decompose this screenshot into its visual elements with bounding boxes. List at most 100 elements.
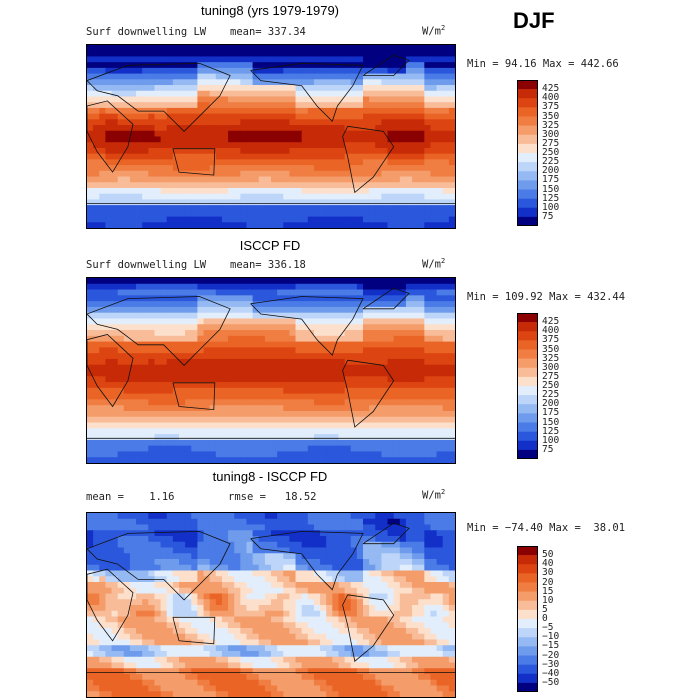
map-cell — [166, 559, 174, 566]
map-cell — [369, 393, 376, 400]
map-cell — [240, 530, 247, 537]
map-cell — [448, 513, 455, 520]
map-cell — [405, 205, 413, 212]
map-cell — [399, 199, 407, 206]
map-cell — [99, 125, 106, 132]
map-cell — [185, 165, 192, 172]
map-cell — [221, 410, 229, 418]
map-cell — [172, 536, 180, 543]
map-cell — [264, 96, 272, 103]
map-cell — [350, 222, 358, 228]
map-cell — [111, 358, 119, 366]
map-cell — [185, 130, 192, 137]
map-cell — [111, 335, 119, 342]
map-cell — [228, 176, 235, 183]
map-cell — [129, 278, 137, 285]
map-cell — [258, 593, 266, 600]
map-cell — [240, 165, 247, 172]
map-cell — [203, 582, 211, 589]
map-cell — [326, 45, 333, 52]
map-cell — [313, 422, 321, 429]
map-cell — [246, 165, 253, 172]
map-cell — [197, 428, 204, 435]
map-cell — [228, 119, 235, 126]
map-cell — [369, 73, 376, 80]
map-cell — [252, 564, 260, 571]
map-cell — [123, 324, 131, 331]
map-cell — [326, 524, 333, 531]
map-cell — [203, 513, 211, 520]
map-cell — [320, 283, 327, 290]
map-cell — [172, 422, 180, 429]
map-cell — [344, 102, 352, 109]
map-cell — [240, 347, 247, 354]
map-cell — [405, 559, 413, 566]
map-cell — [246, 530, 253, 537]
map-cell — [301, 107, 309, 115]
map-cell — [326, 393, 333, 400]
map-cell — [436, 393, 444, 400]
map-cell — [356, 50, 364, 57]
map-cell — [424, 222, 431, 228]
map-cell — [283, 524, 290, 531]
map-cell — [277, 90, 284, 97]
map-cell — [344, 73, 352, 80]
map-cell — [221, 45, 229, 52]
map-cell — [209, 125, 217, 132]
map-cell — [313, 222, 321, 228]
map-cell — [283, 107, 290, 115]
colorbar-tick-label: 300 — [542, 361, 560, 373]
map-cell — [258, 393, 266, 400]
map-cell — [111, 382, 119, 389]
map-cell — [252, 205, 260, 212]
map-cell — [136, 312, 143, 319]
map-cell — [436, 559, 444, 566]
map-cell — [412, 341, 419, 348]
map-cell — [172, 405, 180, 412]
map-cell — [399, 513, 407, 520]
map-cell — [252, 130, 260, 137]
map-cell — [129, 85, 137, 92]
map-cell — [283, 312, 290, 319]
map-cell — [277, 553, 284, 560]
map-cell — [424, 96, 431, 103]
map-cell — [264, 393, 272, 400]
map-cell — [344, 56, 352, 63]
map-cell — [166, 330, 174, 337]
map-cell — [246, 434, 253, 441]
map-cell — [142, 205, 149, 212]
map-cell — [332, 50, 339, 57]
map-cell — [289, 85, 296, 92]
map-cell — [191, 335, 198, 342]
map-cell — [179, 341, 186, 348]
map-cell — [448, 439, 455, 447]
map-cell — [228, 599, 235, 606]
map-cell — [246, 422, 253, 429]
map-cell — [93, 335, 100, 342]
map-cell — [412, 370, 419, 377]
map-cell — [344, 67, 352, 74]
map-cell — [160, 312, 168, 319]
map-cell — [234, 170, 241, 177]
map-cell — [313, 85, 321, 92]
map-cell — [369, 559, 376, 566]
map-cell — [154, 364, 161, 371]
map-cell — [221, 153, 229, 160]
map-cell — [448, 306, 455, 314]
map-cell — [363, 182, 370, 189]
map-cell — [172, 222, 180, 228]
map-cell — [129, 416, 137, 423]
map-cell — [369, 130, 376, 137]
map-cell — [436, 159, 444, 166]
map-cell — [277, 530, 284, 537]
map-cell — [320, 102, 327, 109]
map-cell — [185, 147, 192, 155]
map-cell — [191, 445, 198, 452]
map-cell — [295, 210, 303, 217]
map-cell — [148, 445, 155, 452]
map-cell — [412, 364, 419, 371]
map-cell — [221, 610, 229, 617]
map-cell — [307, 439, 315, 447]
map-cell — [99, 96, 106, 103]
map-cell — [387, 439, 395, 447]
